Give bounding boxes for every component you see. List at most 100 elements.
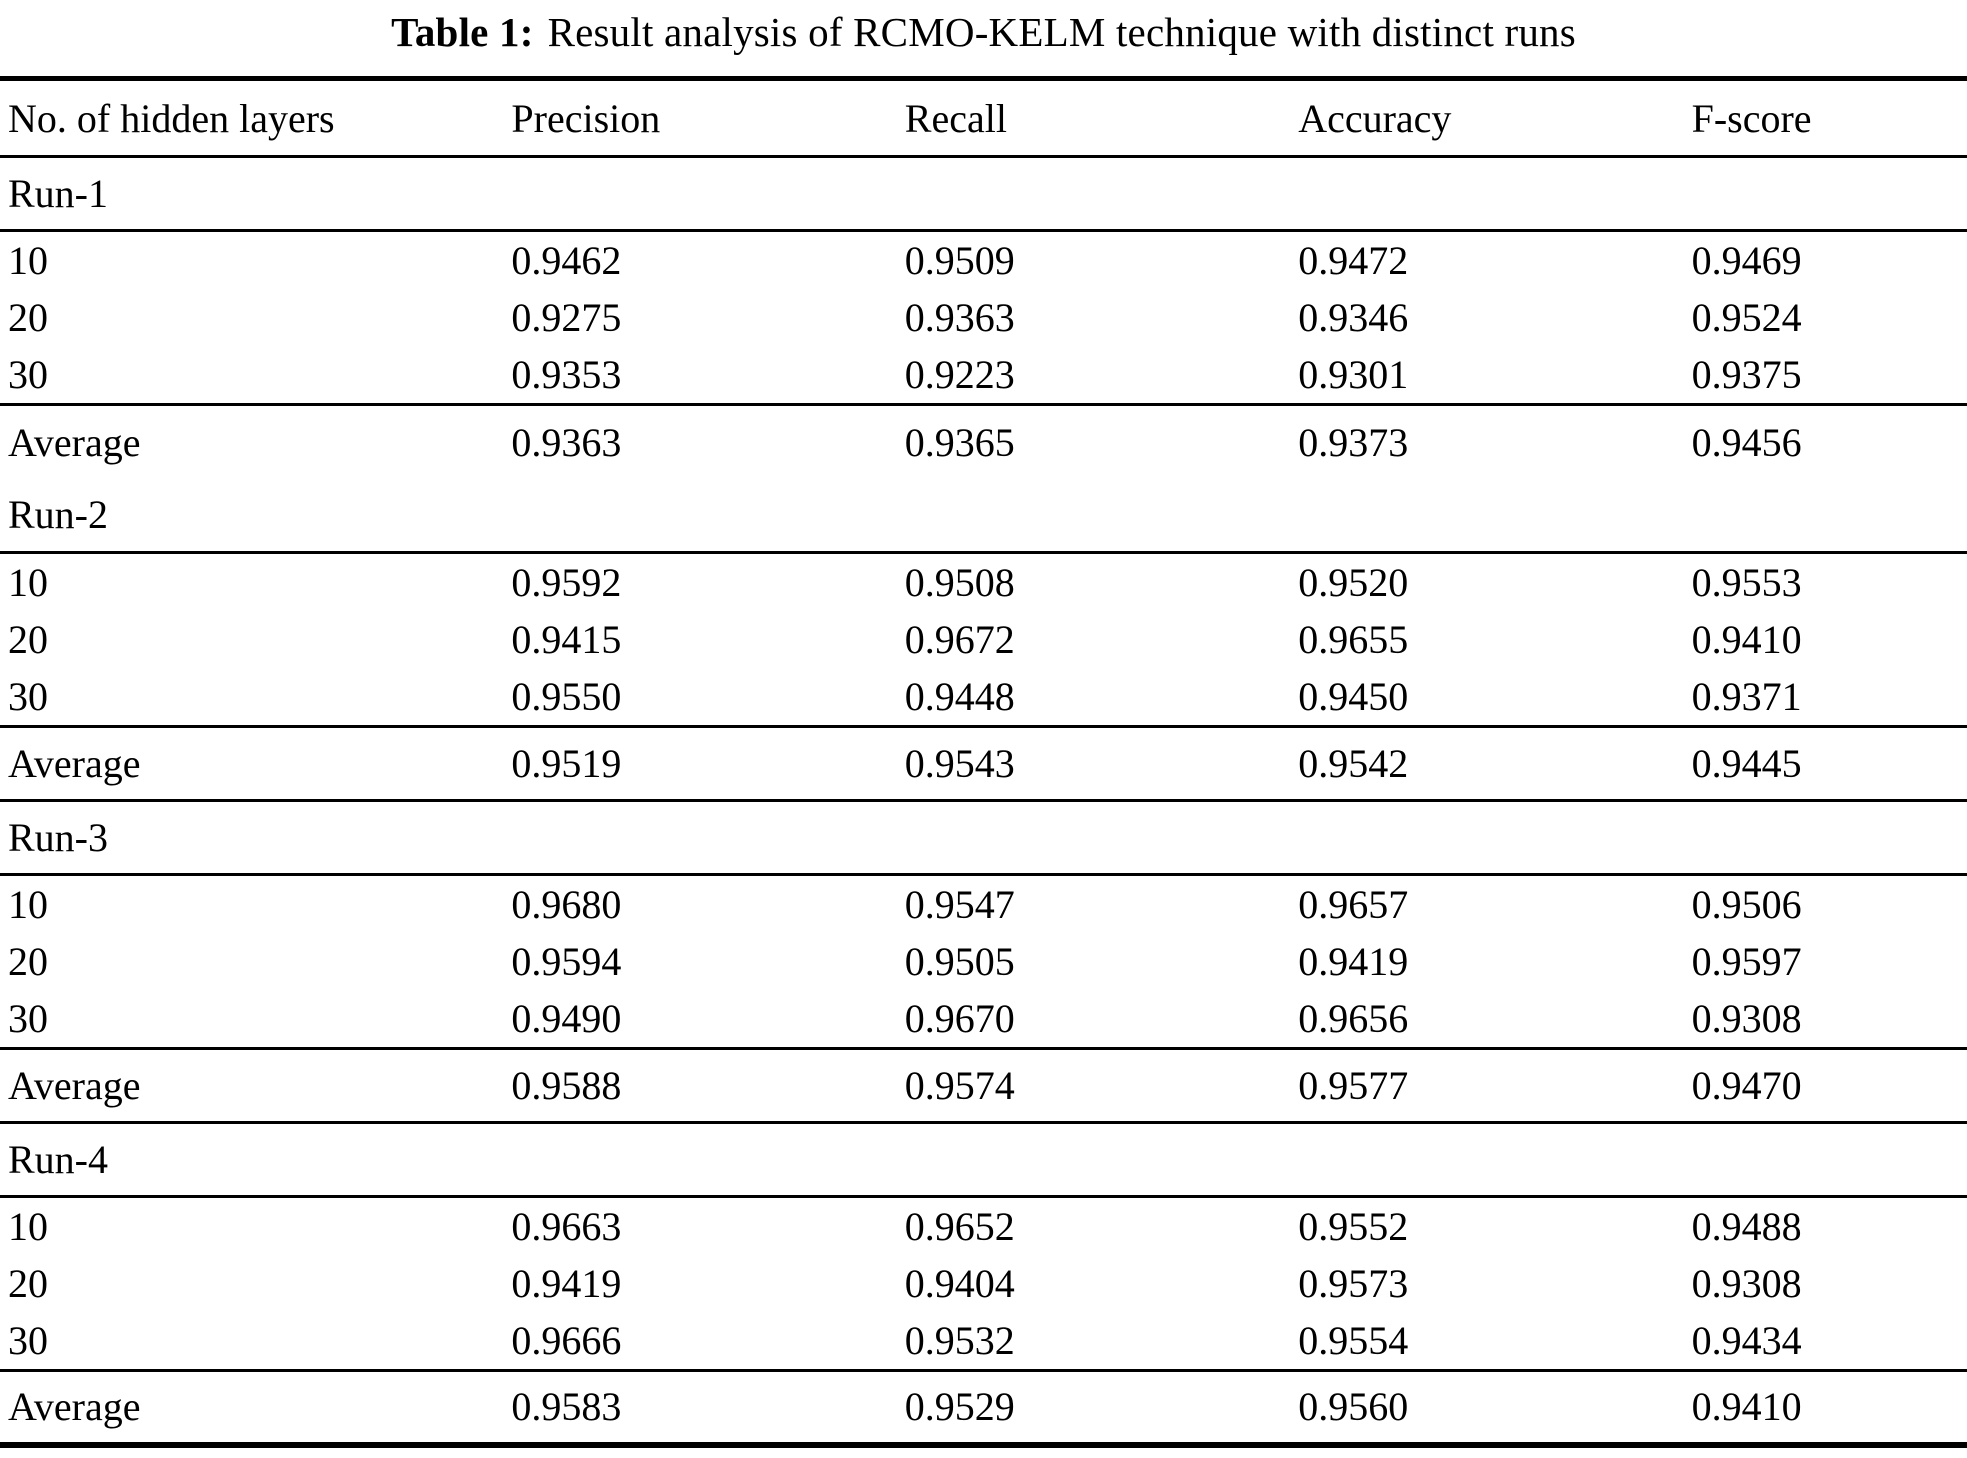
table-row: 20 0.9275 0.9363 0.9346 0.9524 xyxy=(0,289,1967,347)
table-cell: 0.9552 xyxy=(1298,1203,1409,1249)
table-cell: 0.9670 xyxy=(904,996,1015,1042)
table-cell: 0.9573 xyxy=(1298,1261,1409,1306)
table-row: 20 0.9415 0.9672 0.9655 0.9410 xyxy=(0,611,1967,669)
table-row: 20 0.9594 0.9505 0.9419 0.9597 xyxy=(0,933,1967,991)
header-row: No. of hidden layers Precision Recall Ac… xyxy=(0,78,1967,158)
table-cell: 10 xyxy=(8,237,48,283)
table-cell: 30 xyxy=(8,674,48,720)
column-header-accuracy: Accuracy xyxy=(1298,78,1692,158)
table-cell: 0.9592 xyxy=(511,559,622,605)
section-label: Run-1 xyxy=(0,156,1967,232)
table-cell: 0.9419 xyxy=(1298,939,1409,984)
results-table-header: No. of hidden layers Precision Recall Ac… xyxy=(0,78,1967,158)
table-cell: 10 xyxy=(8,1203,48,1249)
table-cell: 0.9560 xyxy=(1298,1369,1692,1445)
table-cell: 0.9577 xyxy=(1298,1047,1692,1123)
table-cell: 0.9680 xyxy=(511,881,622,927)
table-row: 30 0.9550 0.9448 0.9450 0.9371 xyxy=(0,669,1967,727)
table-cell: 0.9655 xyxy=(1298,617,1409,662)
table-cell: 0.9434 xyxy=(1691,1318,1802,1364)
table-cell: 0.9672 xyxy=(904,617,1015,662)
table-cell: 0.9275 xyxy=(511,295,622,340)
table-cell: 0.9663 xyxy=(511,1203,622,1249)
table-cell: 0.9505 xyxy=(904,939,1015,984)
table-row: 10 0.9680 0.9547 0.9657 0.9506 xyxy=(0,875,1967,933)
table-cell: Average xyxy=(0,725,512,801)
table-cell: 0.9597 xyxy=(1691,939,1802,984)
table-cell: 30 xyxy=(8,1318,48,1364)
table-cell: 0.9666 xyxy=(511,1318,622,1364)
table-cell: 0.9448 xyxy=(904,674,1015,720)
table-cell: 0.9656 xyxy=(1298,996,1409,1042)
table-cell: 0.9363 xyxy=(904,295,1015,340)
table-cell: 0.9583 xyxy=(511,1369,905,1445)
table-cell: 0.9450 xyxy=(1298,674,1409,720)
table-caption-label: Table 1: xyxy=(391,9,534,55)
average-row: Average 0.9588 0.9574 0.9577 0.9470 xyxy=(0,1047,1967,1123)
table-row: 10 0.9663 0.9652 0.9552 0.9488 xyxy=(0,1197,1967,1255)
table-cell: 0.9404 xyxy=(904,1261,1015,1306)
average-row: Average 0.9583 0.9529 0.9560 0.9410 xyxy=(0,1369,1967,1445)
table-cell: 0.9346 xyxy=(1298,295,1409,340)
results-table-body: Run-1 10 0.9462 0.9509 0.9472 0.9469 20 0.9275 0… xyxy=(0,156,1967,1445)
table-cell: 0.9462 xyxy=(511,237,622,283)
table-cell: 0.9472 xyxy=(1298,237,1409,283)
results-table: No. of hidden layers Precision Recall Ac… xyxy=(0,76,1967,1448)
table-cell: 20 xyxy=(8,1261,48,1306)
table-cell: 0.9470 xyxy=(1691,1047,1967,1123)
table-caption-text: Result analysis of RCMO-KELM technique w… xyxy=(547,9,1576,55)
average-row: Average 0.9519 0.9543 0.9542 0.9445 xyxy=(0,725,1967,801)
table-cell: 0.9532 xyxy=(904,1318,1015,1364)
table-cell: 0.9542 xyxy=(1298,725,1692,801)
column-header-precision: Precision xyxy=(511,78,905,158)
table-cell: 10 xyxy=(8,881,48,927)
table-cell: 0.9223 xyxy=(904,352,1015,398)
table-cell: Average xyxy=(0,1047,512,1123)
table-row: 20 0.9419 0.9404 0.9573 0.9308 xyxy=(0,1255,1967,1313)
table-cell: 0.9301 xyxy=(1298,352,1409,398)
table-cell: 20 xyxy=(8,295,48,340)
section-header-run-3: Run-3 xyxy=(0,799,1967,876)
table-row: 30 0.9353 0.9223 0.9301 0.9375 xyxy=(0,347,1967,405)
average-row: Average 0.9363 0.9365 0.9373 0.9456 xyxy=(0,403,1967,479)
table-cell: 0.9445 xyxy=(1691,725,1967,801)
table-cell: 10 xyxy=(8,559,48,605)
section-header-run-1: Run-1 xyxy=(0,156,1967,232)
table-row: 10 0.9592 0.9508 0.9520 0.9553 xyxy=(0,553,1967,611)
table-cell: 0.9588 xyxy=(511,1047,905,1123)
table-cell: Average xyxy=(0,403,512,479)
table-cell: 0.9456 xyxy=(1691,403,1967,479)
table-cell: 0.9550 xyxy=(511,674,622,720)
table-cell: 0.9415 xyxy=(511,617,622,662)
section-label: Run-4 xyxy=(0,1121,1967,1198)
table-cell: 0.9506 xyxy=(1691,881,1802,927)
table-cell: 0.9410 xyxy=(1691,1369,1967,1445)
section-label: Run-2 xyxy=(0,478,1967,554)
table-cell: 0.9353 xyxy=(511,352,622,398)
table-cell: 0.9363 xyxy=(511,403,905,479)
table-cell: 0.9490 xyxy=(511,996,622,1042)
table-row: 10 0.9462 0.9509 0.9472 0.9469 xyxy=(0,231,1967,289)
table-cell: 20 xyxy=(8,617,48,662)
table-cell: 0.9410 xyxy=(1691,617,1802,662)
table-cell: 0.9524 xyxy=(1691,295,1802,340)
table-cell: 0.9657 xyxy=(1298,881,1409,927)
table-cell: 0.9652 xyxy=(904,1203,1015,1249)
table-cell: 30 xyxy=(8,996,48,1042)
table-cell: 0.9365 xyxy=(904,403,1299,479)
table-cell: 0.9509 xyxy=(904,237,1015,283)
column-header-hidden-layers: No. of hidden layers xyxy=(0,78,512,158)
table-cell: 0.9375 xyxy=(1691,352,1802,398)
table-cell: 20 xyxy=(8,939,48,984)
table-cell: 0.9308 xyxy=(1691,996,1802,1042)
section-header-run-2: Run-2 xyxy=(0,478,1967,554)
table-row: 30 0.9490 0.9670 0.9656 0.9308 xyxy=(0,991,1967,1049)
table-cell: 0.9508 xyxy=(904,559,1015,605)
table-cell: 0.9371 xyxy=(1691,674,1802,720)
table-cell: 0.9488 xyxy=(1691,1203,1802,1249)
table-cell: 30 xyxy=(8,352,48,398)
table-cell: 0.9553 xyxy=(1691,559,1802,605)
section-header-run-4: Run-4 xyxy=(0,1121,1967,1198)
table-cell: 0.9308 xyxy=(1691,1261,1802,1306)
